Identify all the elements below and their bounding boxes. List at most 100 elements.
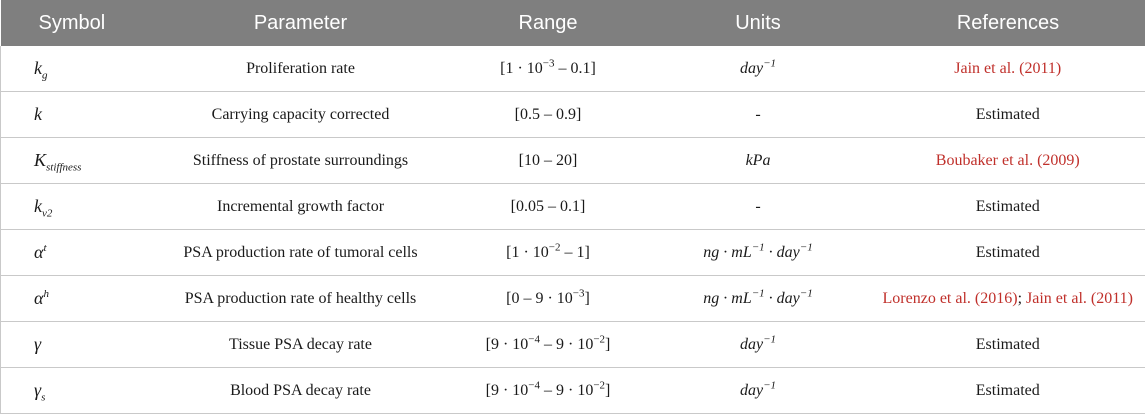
range-text: [1 · 10: [500, 60, 543, 77]
symbol-base: k: [34, 196, 42, 216]
range-exponent: −2: [549, 241, 561, 253]
units-text: day: [740, 60, 763, 77]
symbol-base: K: [34, 150, 46, 170]
reference-text: Estimated: [976, 198, 1040, 215]
cell-references: Estimated: [871, 322, 1145, 368]
cell-references: Estimated: [871, 230, 1145, 276]
range-text: – 0.1]: [555, 60, 596, 77]
cell-references: Estimated: [871, 184, 1145, 230]
cell-units: -: [646, 92, 871, 138]
reference-text: Estimated: [976, 336, 1040, 353]
units-text: day: [740, 382, 763, 399]
units-exponent: −1: [800, 241, 813, 253]
symbol-subscript: s: [41, 392, 45, 404]
range-exponent: −2: [593, 333, 605, 345]
cell-references: Jain et al. (2011): [871, 46, 1145, 92]
cell-range: [9 · 10−4 – 9 · 10−2]: [451, 368, 646, 414]
range-exponent: −4: [528, 333, 540, 345]
cell-symbol: kg: [1, 46, 151, 92]
cell-references: Estimated: [871, 92, 1145, 138]
range-text: ]: [605, 336, 610, 353]
cell-references: Lorenzo et al. (2016); Jain et al. (2011…: [871, 276, 1145, 322]
cell-symbol: Kstiffness: [1, 138, 151, 184]
units-text: -: [755, 198, 760, 215]
cell-units: ng · mL−1 · day−1: [646, 230, 871, 276]
reference-link[interactable]: Jain et al. (2011): [1026, 290, 1133, 307]
units-text: · day: [765, 290, 800, 307]
symbol-superscript: h: [43, 288, 49, 300]
reference-link[interactable]: Boubaker et al. (2009): [936, 152, 1080, 169]
cell-symbol: k: [1, 92, 151, 138]
cell-range: [0.5 – 0.9]: [451, 92, 646, 138]
symbol-base: k: [34, 58, 42, 78]
cell-parameter: PSA production rate of healthy cells: [151, 276, 451, 322]
header-range: Range: [451, 0, 646, 46]
header-references: References: [871, 0, 1145, 46]
table-row: k Carrying capacity corrected[0.5 – 0.9] -…: [1, 92, 1145, 138]
range-text: ]: [605, 382, 610, 399]
header-parameter: Parameter: [151, 0, 451, 46]
cell-units: day−1: [646, 322, 871, 368]
units-text: ng · mL: [703, 244, 751, 261]
range-exponent: −3: [573, 287, 585, 299]
cell-units: ng · mL−1 · day−1: [646, 276, 871, 322]
header-units: Units: [646, 0, 871, 46]
range-text: [0.05 – 0.1]: [511, 198, 586, 215]
cell-range: [9 · 10−4 – 9 · 10−2]: [451, 322, 646, 368]
cell-parameter: Proliferation rate: [151, 46, 451, 92]
units-text: kPa: [746, 152, 771, 169]
cell-symbol: kv2: [1, 184, 151, 230]
units-exponent: −1: [763, 333, 776, 345]
range-text: – 1]: [561, 244, 590, 261]
units-text: -: [755, 106, 760, 123]
symbol-subscript: v2: [42, 208, 52, 220]
reference-text: ;: [1018, 290, 1026, 307]
cell-range: [10 – 20]: [451, 138, 646, 184]
units-exponent: −1: [752, 287, 765, 299]
symbol-base: γ: [34, 334, 41, 354]
cell-units: day−1: [646, 368, 871, 414]
cell-range: [1 · 10−3 – 0.1]: [451, 46, 646, 92]
symbol-base: k: [34, 104, 42, 124]
symbol-subscript: stiffness: [46, 162, 81, 174]
symbol-subscript: g: [42, 70, 48, 82]
cell-parameter: Incremental growth factor: [151, 184, 451, 230]
units-exponent: −1: [763, 379, 776, 391]
range-exponent: −2: [593, 379, 605, 391]
range-text: – 9 · 10: [540, 336, 593, 353]
reference-text: Estimated: [976, 106, 1040, 123]
cell-references: Estimated: [871, 368, 1145, 414]
range-text: [0 – 9 · 10: [506, 290, 573, 307]
cell-symbol: γ: [1, 322, 151, 368]
units-text: day: [740, 336, 763, 353]
reference-link[interactable]: Lorenzo et al. (2016): [883, 290, 1018, 307]
cell-parameter: PSA production rate of tumoral cells: [151, 230, 451, 276]
cell-symbol: αt: [1, 230, 151, 276]
cell-symbol: γs: [1, 368, 151, 414]
header-row: Symbol Parameter Range Units References: [1, 0, 1145, 46]
range-exponent: −4: [528, 379, 540, 391]
range-text: [9 · 10: [486, 382, 529, 399]
units-text: · day: [765, 244, 800, 261]
symbol-superscript: t: [43, 242, 46, 254]
cell-symbol: αh: [1, 276, 151, 322]
cell-range: [1 · 10−2 – 1]: [451, 230, 646, 276]
cell-parameter: Tissue PSA decay rate: [151, 322, 451, 368]
cell-parameter: Carrying capacity corrected: [151, 92, 451, 138]
cell-parameter: Blood PSA decay rate: [151, 368, 451, 414]
units-exponent: −1: [800, 287, 813, 299]
reference-link[interactable]: Jain et al. (2011): [954, 60, 1061, 77]
range-text: [9 · 10: [486, 336, 529, 353]
cell-references: Boubaker et al. (2009): [871, 138, 1145, 184]
header-symbol: Symbol: [1, 0, 151, 46]
range-text: ]: [585, 290, 590, 307]
cell-range: [0.05 – 0.1]: [451, 184, 646, 230]
range-exponent: −3: [543, 57, 555, 69]
units-exponent: −1: [763, 57, 776, 69]
